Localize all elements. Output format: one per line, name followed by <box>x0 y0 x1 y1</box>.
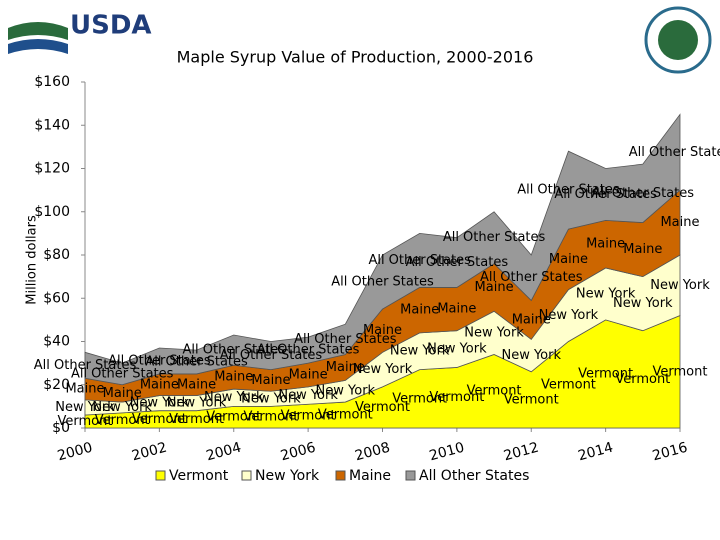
data-label: Maine <box>177 377 216 392</box>
data-label: Maine <box>623 242 662 257</box>
data-label: All Other States <box>443 230 546 245</box>
legend-swatch <box>155 470 166 481</box>
data-label: All Other States <box>517 183 620 198</box>
data-label: Vermont <box>653 364 708 379</box>
data-label: All Other States <box>368 253 471 268</box>
data-label: All Other States <box>145 355 248 370</box>
data-label: New York <box>613 296 673 311</box>
data-label: Vermont <box>132 412 187 427</box>
y-tick-label: $20 <box>43 377 70 393</box>
data-label: Vermont <box>355 400 410 415</box>
y-tick-label: $80 <box>43 247 70 263</box>
legend-label: All Other States <box>419 468 529 484</box>
data-label: Maine <box>660 215 699 230</box>
data-label: New York <box>167 396 227 411</box>
data-label: Maine <box>400 303 439 318</box>
legend-label: Vermont <box>169 468 229 484</box>
data-label: Vermont <box>169 412 224 427</box>
legend-label: Maine <box>349 468 391 484</box>
data-label: New York <box>353 362 413 377</box>
data-label: New York <box>241 391 301 406</box>
data-label: New York <box>316 384 376 399</box>
data-label: Maine <box>140 377 179 392</box>
data-label: New York <box>278 388 338 403</box>
data-label: Maine <box>289 368 328 383</box>
y-tick-label: $140 <box>34 117 70 133</box>
data-label: All Other States <box>629 145 720 160</box>
usda-logo: USDA <box>8 11 152 54</box>
data-label: New York <box>92 400 152 415</box>
data-label: New York <box>501 348 561 363</box>
data-label: All Other States <box>71 366 174 381</box>
data-label: New York <box>464 325 524 340</box>
legend-swatch <box>405 470 416 481</box>
chart-title: Maple Syrup Value of Production, 2000-20… <box>177 48 534 67</box>
logo-text: USDA <box>70 11 152 41</box>
data-label: New York <box>390 344 450 359</box>
data-label: Vermont <box>467 384 522 399</box>
legend-swatch <box>241 470 252 481</box>
data-label: All Other States <box>480 270 583 285</box>
y-tick-label: $0 <box>52 420 70 436</box>
data-label: Maine <box>586 237 625 252</box>
data-label: Maine <box>65 382 104 397</box>
data-label: Vermont <box>243 410 298 425</box>
data-label: Vermont <box>541 377 596 392</box>
county-seal <box>644 6 712 74</box>
data-label: Vermont <box>206 410 261 425</box>
data-label: New York <box>576 286 636 301</box>
data-label: New York <box>130 396 190 411</box>
data-label: Maine <box>214 370 253 385</box>
data-label: Vermont <box>615 372 670 387</box>
data-label: All Other States <box>34 358 137 373</box>
data-label: Maine <box>475 280 514 295</box>
data-label: Vermont <box>281 409 336 424</box>
data-label: Vermont <box>578 366 633 381</box>
legend: Vermont New York Maine All Other States <box>155 468 529 484</box>
data-label: New York <box>539 308 599 323</box>
data-label: New York <box>204 390 264 405</box>
y-axis-label: Million dollars <box>25 215 40 305</box>
data-label: Vermont <box>429 390 484 405</box>
y-tick-label: $100 <box>34 204 70 220</box>
data-label: Vermont <box>58 414 113 429</box>
data-label: Maine <box>103 386 142 401</box>
data-label: New York <box>650 278 710 293</box>
data-label: Maine <box>549 252 588 267</box>
y-tick-label: $120 <box>34 161 70 177</box>
data-label: Maine <box>251 373 290 388</box>
data-label: Maine <box>437 302 476 317</box>
data-label: Maine <box>326 360 365 375</box>
data-label: Vermont <box>504 392 559 407</box>
data-label: New York <box>55 400 115 415</box>
data-label: All Other States <box>554 187 657 202</box>
data-label: All Other States <box>592 186 695 201</box>
data-label: Maine <box>512 312 551 327</box>
y-tick-label: $60 <box>43 290 70 306</box>
data-label: All Other States <box>406 255 509 270</box>
y-tick-label: $160 <box>34 74 70 90</box>
data-label: Vermont <box>318 408 373 423</box>
legend-swatch <box>335 470 346 481</box>
data-label: All Other States <box>183 343 286 358</box>
data-label: New York <box>427 342 487 357</box>
data-label: Maine <box>363 323 402 338</box>
data-label: Vermont <box>95 413 150 428</box>
data-label: Vermont <box>392 391 447 406</box>
legend-label: New York <box>255 468 320 484</box>
data-label: All Other States <box>331 275 434 290</box>
area <box>84 113 681 386</box>
y-tick-label: $40 <box>43 334 70 350</box>
data-label: All Other States <box>257 343 360 358</box>
data-label: All Other States <box>294 332 397 347</box>
data-label: All Other States <box>220 348 323 363</box>
data-label: All Other States <box>108 353 211 368</box>
